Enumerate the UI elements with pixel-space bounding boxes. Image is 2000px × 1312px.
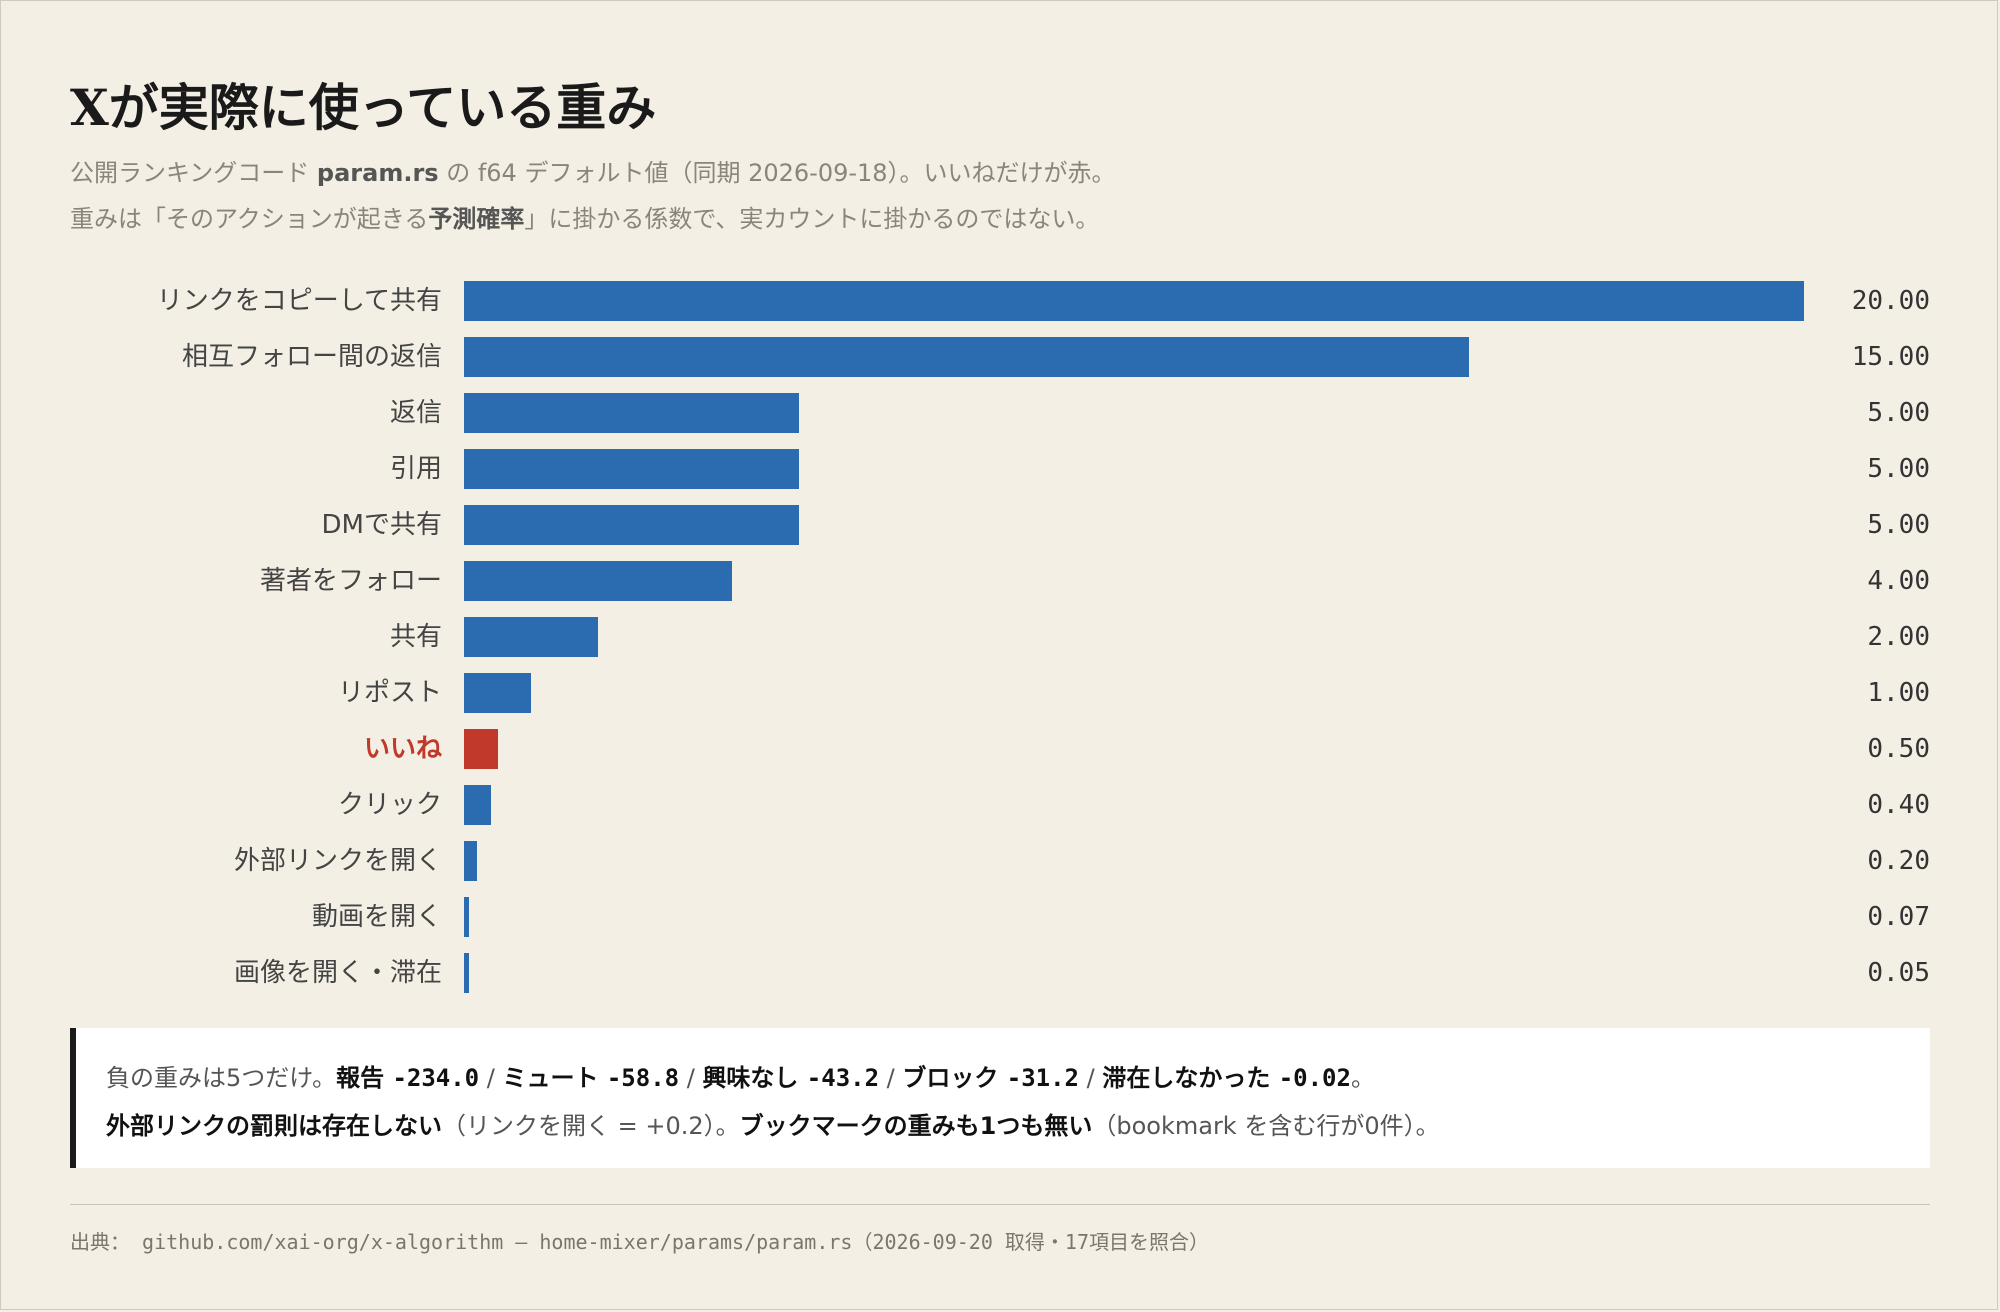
chart-title: Xが実際に使っている重み: [70, 78, 657, 137]
subtitle-text: 重みは「そのアクションが起きる: [70, 205, 429, 233]
value-label: 15.00: [1851, 342, 1930, 372]
negative-weight-name: 報告: [336, 1064, 393, 1092]
note-bold: 外部リンクの罰則は存在しない: [106, 1112, 442, 1140]
value-label: 0.20: [1867, 846, 1930, 876]
negative-weight-value: -43.2: [806, 1064, 880, 1092]
bar: [464, 673, 531, 713]
bar: [464, 505, 799, 545]
category-label: いいね: [363, 734, 442, 764]
value-label: 20.00: [1851, 286, 1930, 316]
bar: [464, 953, 469, 993]
category-label: 著者をフォロー: [259, 566, 442, 596]
note-line-2: 外部リンクの罰則は存在しない（リンクを開く = +0.2）。ブックマークの重みも…: [106, 1102, 1930, 1150]
bar: [464, 281, 1804, 321]
category-label: 引用: [389, 454, 442, 484]
note-text: （リンクを開く = +0.2）。: [442, 1112, 740, 1140]
subtitle-text: 公開ランキングコード: [70, 159, 317, 187]
category-label: 画像を開く・滞在: [233, 958, 442, 988]
subtitle-bold: param.rs: [316, 159, 439, 187]
category-label: クリック: [337, 790, 442, 820]
negative-weight-value: -0.02: [1278, 1064, 1351, 1092]
negative-weight-value: -58.8: [606, 1064, 680, 1092]
source-citation: 出典： github.com/xai-org/x-algorithm — hom…: [70, 1230, 1209, 1254]
category-label: DMで共有: [321, 510, 442, 540]
negative-weight-name: 滞在しなかった: [1102, 1064, 1279, 1092]
subtitle-text: の f64 デフォルト値（同期 2026-09-18）。いいねだけが赤。: [438, 159, 1116, 187]
value-label: 0.40: [1867, 790, 1930, 820]
negative-weight-name: ブロック: [902, 1064, 1007, 1092]
value-label: 5.00: [1867, 398, 1930, 428]
category-label: 動画を開く: [311, 902, 442, 932]
bar: [464, 617, 598, 657]
negative-weight-name: ミュート: [502, 1064, 607, 1092]
footer-divider: [70, 1204, 1930, 1205]
note-bold: ブックマークの重みも1つも無い: [739, 1112, 1093, 1140]
chart-subtitle: 公開ランキングコード param.rs の f64 デフォルト値（同期 2026…: [70, 150, 1116, 242]
category-label: 相互フォロー間の返信: [181, 342, 442, 372]
category-label: 返信: [389, 398, 442, 428]
bar: [464, 393, 799, 433]
category-label: 外部リンクを開く: [233, 846, 442, 876]
note-separator: /: [1079, 1064, 1103, 1092]
negative-weight-value: -234.0: [392, 1064, 480, 1092]
note-box: 負の重みは5つだけ。報告 -234.0 / ミュート -58.8 / 興味なし …: [70, 1028, 1930, 1168]
value-label: 5.00: [1867, 510, 1930, 540]
note-prefix: 負の重みは5つだけ。: [106, 1064, 337, 1092]
bar: [464, 897, 469, 937]
note-separator: /: [879, 1064, 903, 1092]
note-text: （bookmark を含む行が0件）。: [1092, 1112, 1440, 1140]
value-label: 2.00: [1867, 622, 1930, 652]
subtitle-bold: 予測確率: [428, 205, 525, 233]
category-label: リンクをコピーして共有: [156, 286, 442, 316]
value-label: 0.07: [1867, 902, 1930, 932]
note-separator: /: [479, 1064, 503, 1092]
note-line-1: 負の重みは5つだけ。報告 -234.0 / ミュート -58.8 / 興味なし …: [106, 1054, 1930, 1102]
subtitle-text: 」に掛かる係数で、実カウントに掛かるのではない。: [524, 205, 1100, 233]
subtitle-line-1: 公開ランキングコード param.rs の f64 デフォルト値（同期 2026…: [70, 150, 1116, 196]
note-suffix: 。: [1350, 1064, 1375, 1092]
category-label: リポスト: [337, 678, 442, 708]
note-separator: /: [679, 1064, 703, 1092]
value-label: 0.05: [1867, 958, 1930, 988]
bar: [464, 729, 498, 769]
category-label: 共有: [389, 622, 442, 652]
bar: [464, 785, 491, 825]
bar: [464, 337, 1469, 377]
bar: [464, 841, 478, 881]
bar: [464, 561, 732, 601]
negative-weight-name: 興味なし: [702, 1064, 807, 1092]
negative-weight-value: -31.2: [1006, 1064, 1079, 1092]
bar: [464, 449, 799, 489]
value-label: 0.50: [1867, 734, 1930, 764]
value-label: 5.00: [1867, 454, 1930, 484]
value-label: 1.00: [1867, 678, 1930, 708]
value-label: 4.00: [1867, 566, 1930, 596]
subtitle-line-2: 重みは「そのアクションが起きる予測確率」に掛かる係数で、実カウントに掛かるのでは…: [70, 196, 1116, 242]
